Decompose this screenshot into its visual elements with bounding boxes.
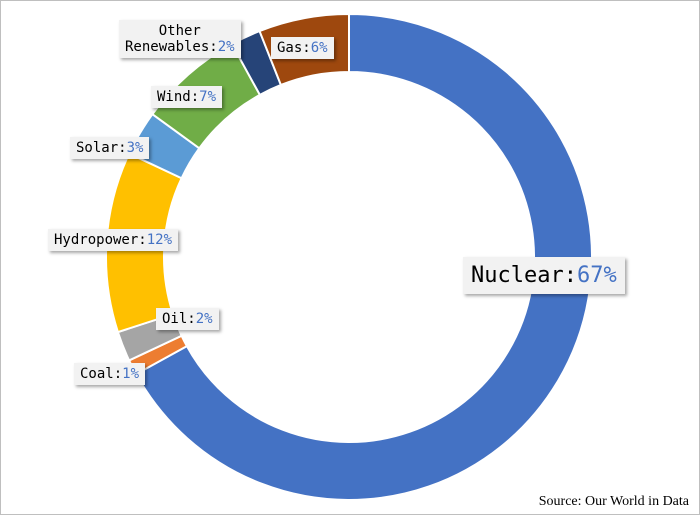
- label-coal-value: 1%: [122, 366, 140, 382]
- label-oil-value: 2%: [195, 311, 213, 327]
- label-wind-value: 7%: [199, 89, 217, 105]
- label-other-renewables-value: 2%: [217, 39, 235, 56]
- label-solar-name: Solar: [76, 140, 119, 156]
- label-other-renewables-line1: Other: [158, 23, 201, 39]
- label-other-renewables: Other Renewables:2%: [119, 20, 241, 59]
- label-coal-sep: :: [113, 366, 123, 382]
- label-oil-sep: :: [187, 311, 196, 327]
- source-note: Source: Our World in Data: [538, 494, 689, 509]
- label-gas: Gas:6%: [271, 37, 334, 60]
- label-oil: Oil:2%: [156, 308, 219, 331]
- label-wind: Wind:7%: [151, 86, 223, 109]
- label-solar: Solar:3%: [70, 137, 150, 160]
- label-gas-value: 6%: [310, 40, 328, 56]
- label-wind-name: Wind: [157, 89, 191, 105]
- label-other-renewables-sep: :: [209, 39, 218, 56]
- label-hydropower-sep: :: [138, 232, 147, 248]
- label-nuclear-sep: :: [563, 263, 577, 288]
- label-coal: Coal:1%: [74, 363, 146, 386]
- label-solar-sep: :: [118, 140, 127, 156]
- label-oil-name: Oil: [162, 311, 188, 327]
- label-gas-name: Gas: [277, 40, 303, 56]
- label-nuclear-name: Nuclear: [471, 263, 564, 288]
- label-solar-value: 3%: [126, 140, 144, 156]
- label-hydropower: Hydropower:12%: [48, 229, 179, 252]
- label-wind-sep: :: [190, 89, 200, 105]
- label-other-renewables-line2: Renewables: [125, 39, 210, 56]
- label-nuclear-value: 67%: [576, 263, 617, 288]
- label-hydropower-value: 12%: [146, 232, 173, 248]
- slice-nuclear: [134, 12, 593, 501]
- label-gas-sep: :: [302, 40, 311, 56]
- label-hydropower-name: Hydropower: [54, 232, 139, 248]
- label-nuclear: Nuclear:67%: [463, 257, 625, 295]
- label-coal-name: Coal: [80, 366, 114, 382]
